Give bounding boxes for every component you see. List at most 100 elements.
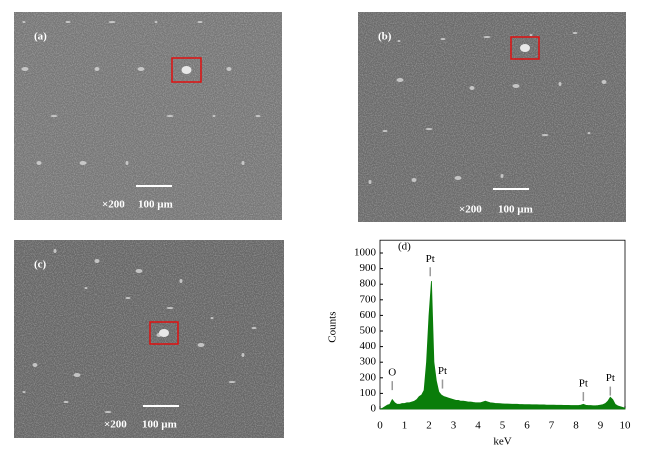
x-tick-label: 2: [426, 420, 432, 432]
particle: [368, 180, 372, 184]
plot-frame: [379, 239, 626, 410]
particle: [587, 132, 591, 134]
spectrum-area: [379, 281, 626, 410]
y-tick-label: 600: [360, 309, 377, 321]
particle: [396, 78, 404, 82]
particle: [541, 134, 549, 136]
panel-label: (d): [398, 241, 411, 253]
particle: [108, 21, 116, 23]
x-tick-label: 6: [524, 420, 530, 432]
x-tick-label: 10: [620, 420, 632, 432]
particle: [94, 259, 100, 263]
particle: [166, 307, 174, 309]
magnification: ×200: [102, 199, 125, 211]
x-tick-label: 5: [500, 420, 506, 432]
y-tick-label: 200: [360, 371, 377, 383]
peak-label: Pt: [438, 365, 447, 377]
particle: [382, 130, 388, 132]
scale-label: 100 µm: [142, 419, 177, 431]
particle: [154, 21, 158, 23]
particle: [32, 363, 38, 367]
particle: [197, 343, 205, 347]
particle: [50, 115, 58, 117]
particle: [159, 329, 169, 337]
particle: [181, 66, 192, 74]
y-tick-label: 500: [360, 325, 377, 337]
region-box: [510, 36, 540, 60]
x-tick-label: 3: [451, 420, 457, 432]
y-tick-label: 400: [360, 340, 377, 352]
particle: [440, 38, 446, 40]
particle: [79, 161, 87, 165]
particle: [572, 32, 578, 34]
y-axis-label: Counts: [327, 312, 339, 343]
particle: [21, 67, 29, 71]
particle: [397, 40, 401, 42]
sem-texture: [14, 240, 284, 438]
particle: [36, 161, 42, 165]
x-tick-label: 4: [475, 420, 481, 432]
panel-label: (b): [378, 31, 392, 43]
particle: [197, 21, 203, 23]
x-tick-label: 0: [377, 420, 383, 432]
particle: [135, 269, 143, 273]
x-tick-label: 8: [573, 420, 579, 432]
magnification: ×200: [104, 419, 127, 431]
particle: [166, 115, 174, 117]
particle: [22, 21, 26, 23]
magnification: ×200: [459, 204, 482, 216]
y-tick-label: 800: [360, 278, 377, 290]
scale-label: 100 µm: [138, 199, 173, 211]
particle: [63, 401, 69, 403]
particle: [601, 80, 607, 84]
particle: [94, 67, 100, 71]
x-tick-label: 9: [598, 420, 604, 432]
particle: [73, 373, 81, 377]
particle: [210, 317, 214, 319]
peak-label: O: [388, 367, 396, 379]
particle: [65, 21, 71, 23]
particle: [512, 84, 520, 88]
peak-label: Pt: [426, 253, 435, 265]
particle: [53, 249, 57, 253]
region-box: [171, 57, 202, 83]
y-tick-label: 900: [360, 262, 377, 274]
particle: [251, 327, 257, 329]
x-tick-label: 7: [549, 420, 555, 432]
particle: [137, 67, 145, 71]
panel-label: (c): [34, 259, 47, 271]
particle: [212, 115, 216, 117]
particle: [454, 176, 462, 180]
x-tick-label: 1: [402, 420, 408, 432]
particle: [483, 36, 491, 38]
peak-label: Pt: [606, 372, 615, 384]
particle: [22, 391, 26, 393]
particle: [228, 381, 236, 383]
y-tick-label: 100: [360, 387, 377, 399]
particle: [255, 115, 261, 117]
particle: [425, 128, 433, 130]
particle: [179, 279, 183, 283]
particle: [411, 178, 417, 182]
particle: [241, 161, 245, 165]
particle: [104, 411, 112, 413]
y-tick-label: 300: [360, 356, 377, 368]
particle: [520, 44, 530, 52]
particle: [529, 34, 533, 36]
peak-label: Pt: [579, 378, 588, 390]
sem-texture: [358, 12, 626, 222]
y-tick-label: 1000: [354, 247, 377, 259]
particle: [226, 67, 232, 71]
panel-label: (a): [34, 31, 47, 43]
particle: [558, 82, 562, 86]
particle: [125, 161, 129, 165]
scale-label: 100 µm: [498, 204, 533, 216]
y-tick-label: 700: [360, 293, 377, 305]
particle: [125, 297, 131, 299]
region-box: [149, 321, 179, 345]
particle: [241, 353, 245, 357]
y-tick-label: 0: [371, 403, 377, 415]
particle: [84, 287, 88, 289]
particle: [500, 174, 504, 178]
